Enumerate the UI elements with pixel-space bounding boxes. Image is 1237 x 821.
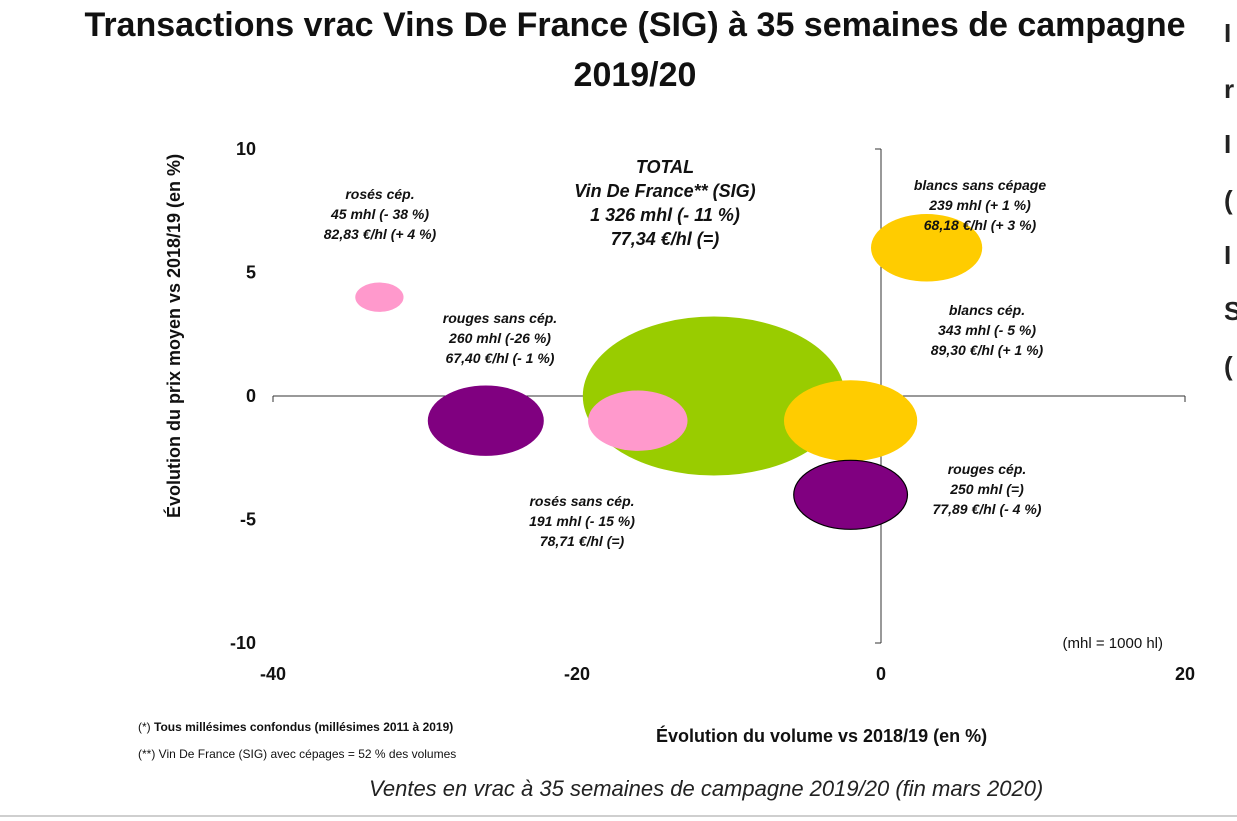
bubble-label: 343 mhl (- 5 %): [938, 322, 1036, 338]
x-tick-label: -20: [564, 664, 590, 684]
bubble-label: 191 mhl (- 15 %): [529, 513, 635, 529]
bubble-label: blancs sans cépage: [914, 177, 1047, 193]
footnote-text: Tous millésimes confondus (millésimes 20…: [154, 720, 454, 734]
bubble: [588, 390, 688, 451]
footer-caption: Ventes en vrac à 35 semaines de campagne…: [369, 776, 1044, 801]
bubble-label: 250 mhl (=): [949, 481, 1024, 497]
side-letter: I: [1224, 18, 1232, 48]
bubble-label: rosés sans cép.: [529, 493, 634, 509]
x-axis-label: Évolution du volume vs 2018/19 (en %): [656, 726, 988, 746]
bubble-label: 1 326 mhl (- 11 %): [590, 205, 740, 225]
bubble-label: 260 mhl (-26 %): [448, 330, 551, 346]
bubble: [793, 459, 909, 530]
bubble-label: 77,89 €/hl (- 4 %): [933, 501, 1042, 517]
y-axis-label: Évolution du prix moyen vs 2018/19 (en %…: [163, 154, 184, 518]
unit-note: (mhl = 1000 hl): [1063, 635, 1163, 652]
bubble-label: 239 mhl (+ 1 %): [928, 197, 1031, 213]
footnote-mark: (*): [138, 720, 151, 734]
x-tick-label: 20: [1175, 664, 1195, 684]
cropped-side-text: I r I ( I S (: [1224, 6, 1237, 395]
bubble-label: 77,34 €/hl (=): [611, 229, 720, 249]
bottom-divider: [0, 815, 1237, 817]
bubble-label: rosés cép.: [345, 186, 414, 202]
y-tick-label: 0: [246, 386, 256, 406]
bubble-label: rouges sans cép.: [443, 310, 557, 326]
x-tick-label: 0: [876, 664, 886, 684]
bubble: [355, 282, 404, 312]
x-tick-label: -40: [260, 664, 286, 684]
side-letter: r: [1224, 73, 1235, 104]
bubble-label: 67,40 €/hl (- 1 %): [446, 350, 555, 366]
bubble-label: 78,71 €/hl (=): [540, 533, 625, 549]
bubble-label: 68,18 €/hl (+ 3 %): [924, 217, 1037, 233]
bubble: [870, 214, 983, 282]
y-tick-label: -10: [230, 633, 256, 653]
bubble-label: 89,30 €/hl (+ 1 %): [931, 342, 1044, 358]
bubble: [427, 385, 544, 456]
side-letter: I: [1224, 129, 1232, 159]
bubble: [783, 380, 918, 462]
y-tick-label: 10: [236, 139, 256, 159]
y-tick-label: -5: [240, 510, 256, 530]
bubble-label: 45 mhl (- 38 %): [330, 206, 429, 222]
bubble-label: rouges cép.: [948, 461, 1027, 477]
y-tick-label: 5: [246, 263, 256, 283]
footnote-vintages: (*) Tous millésimes confondus (millésime…: [138, 720, 453, 734]
chart-title: Transactions vrac Vins De France (SIG) à…: [84, 6, 1186, 94]
side-letter: I: [1224, 240, 1232, 270]
bubble-label: Vin De France** (SIG): [574, 181, 755, 201]
side-letter: S: [1224, 295, 1237, 326]
bubble-label: blancs cép.: [949, 302, 1025, 318]
footnote-varietals: (**) Vin De France (SIG) avec cépages = …: [138, 747, 457, 761]
bubble-label: 82,83 €/hl (+ 4 %): [324, 226, 437, 242]
side-letter: (: [1224, 184, 1233, 215]
bubble-label: TOTAL: [636, 157, 694, 177]
side-letter: (: [1224, 351, 1233, 381]
